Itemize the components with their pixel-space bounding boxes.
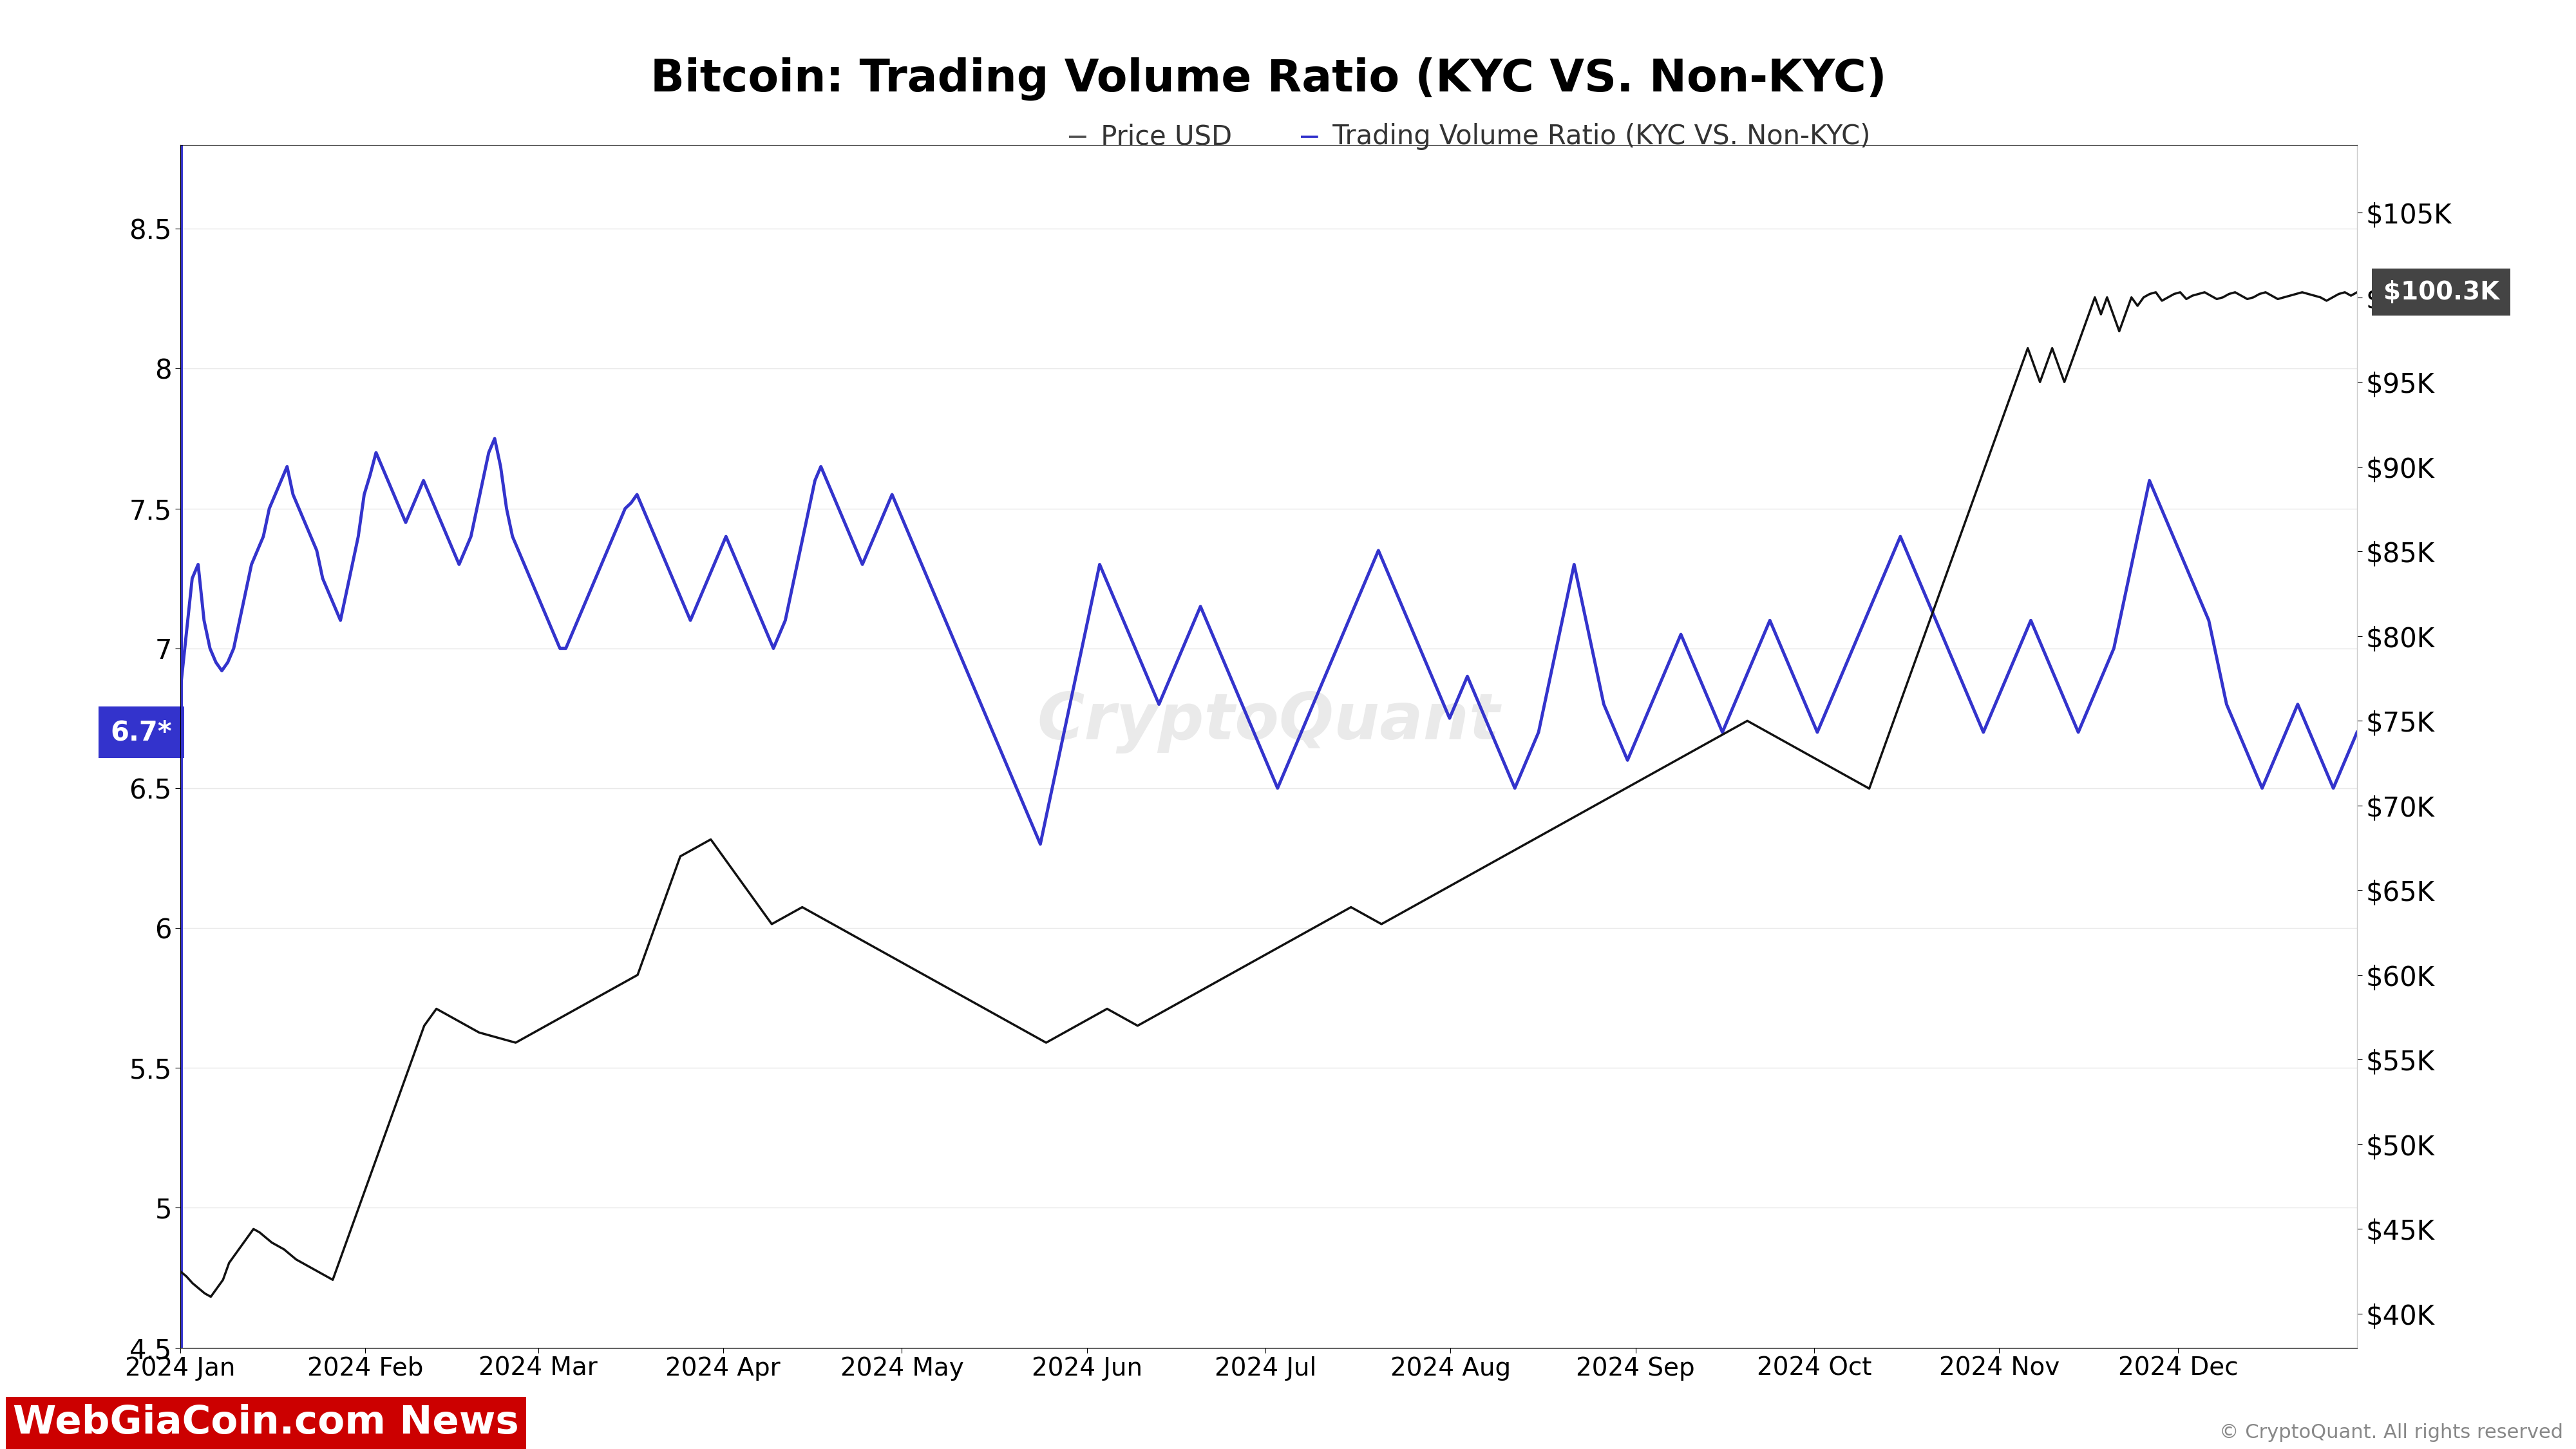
- Text: Trading Volume Ratio (KYC VS. Non-KYC): Trading Volume Ratio (KYC VS. Non-KYC): [1324, 123, 1870, 151]
- Text: $100.3K: $100.3K: [2383, 280, 2499, 304]
- Text: —: —: [1301, 123, 1319, 151]
- Text: —: —: [1069, 123, 1087, 151]
- Text: Price USD: Price USD: [1092, 123, 1231, 151]
- Title: Bitcoin: Trading Volume Ratio (KYC VS. Non-KYC): Bitcoin: Trading Volume Ratio (KYC VS. N…: [652, 57, 1886, 100]
- Text: CryptoQuant: CryptoQuant: [1038, 691, 1499, 753]
- Text: © CryptoQuant. All rights reserved: © CryptoQuant. All rights reserved: [2221, 1423, 2563, 1442]
- Text: 6.7*: 6.7*: [111, 719, 173, 746]
- Text: WebGiaCoin.com News: WebGiaCoin.com News: [13, 1404, 518, 1442]
